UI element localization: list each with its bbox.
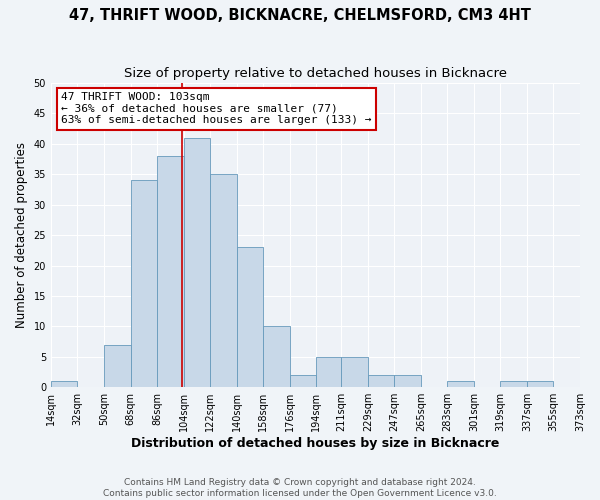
Bar	[527, 381, 553, 387]
Bar	[104, 344, 131, 387]
Bar	[51, 381, 77, 387]
Bar	[236, 248, 263, 387]
Bar	[500, 381, 527, 387]
Bar	[290, 375, 316, 387]
Y-axis label: Number of detached properties: Number of detached properties	[15, 142, 28, 328]
Bar	[263, 326, 290, 387]
Bar	[448, 381, 474, 387]
Bar	[184, 138, 210, 387]
X-axis label: Distribution of detached houses by size in Bicknacre: Distribution of detached houses by size …	[131, 437, 500, 450]
Text: 47, THRIFT WOOD, BICKNACRE, CHELMSFORD, CM3 4HT: 47, THRIFT WOOD, BICKNACRE, CHELMSFORD, …	[69, 8, 531, 22]
Bar	[131, 180, 157, 387]
Bar	[157, 156, 184, 387]
Bar	[368, 375, 394, 387]
Bar	[316, 357, 341, 387]
Text: Contains HM Land Registry data © Crown copyright and database right 2024.
Contai: Contains HM Land Registry data © Crown c…	[103, 478, 497, 498]
Bar	[210, 174, 236, 387]
Text: 47 THRIFT WOOD: 103sqm
← 36% of detached houses are smaller (77)
63% of semi-det: 47 THRIFT WOOD: 103sqm ← 36% of detached…	[61, 92, 372, 126]
Bar	[394, 375, 421, 387]
Title: Size of property relative to detached houses in Bicknacre: Size of property relative to detached ho…	[124, 68, 507, 80]
Bar	[341, 357, 368, 387]
